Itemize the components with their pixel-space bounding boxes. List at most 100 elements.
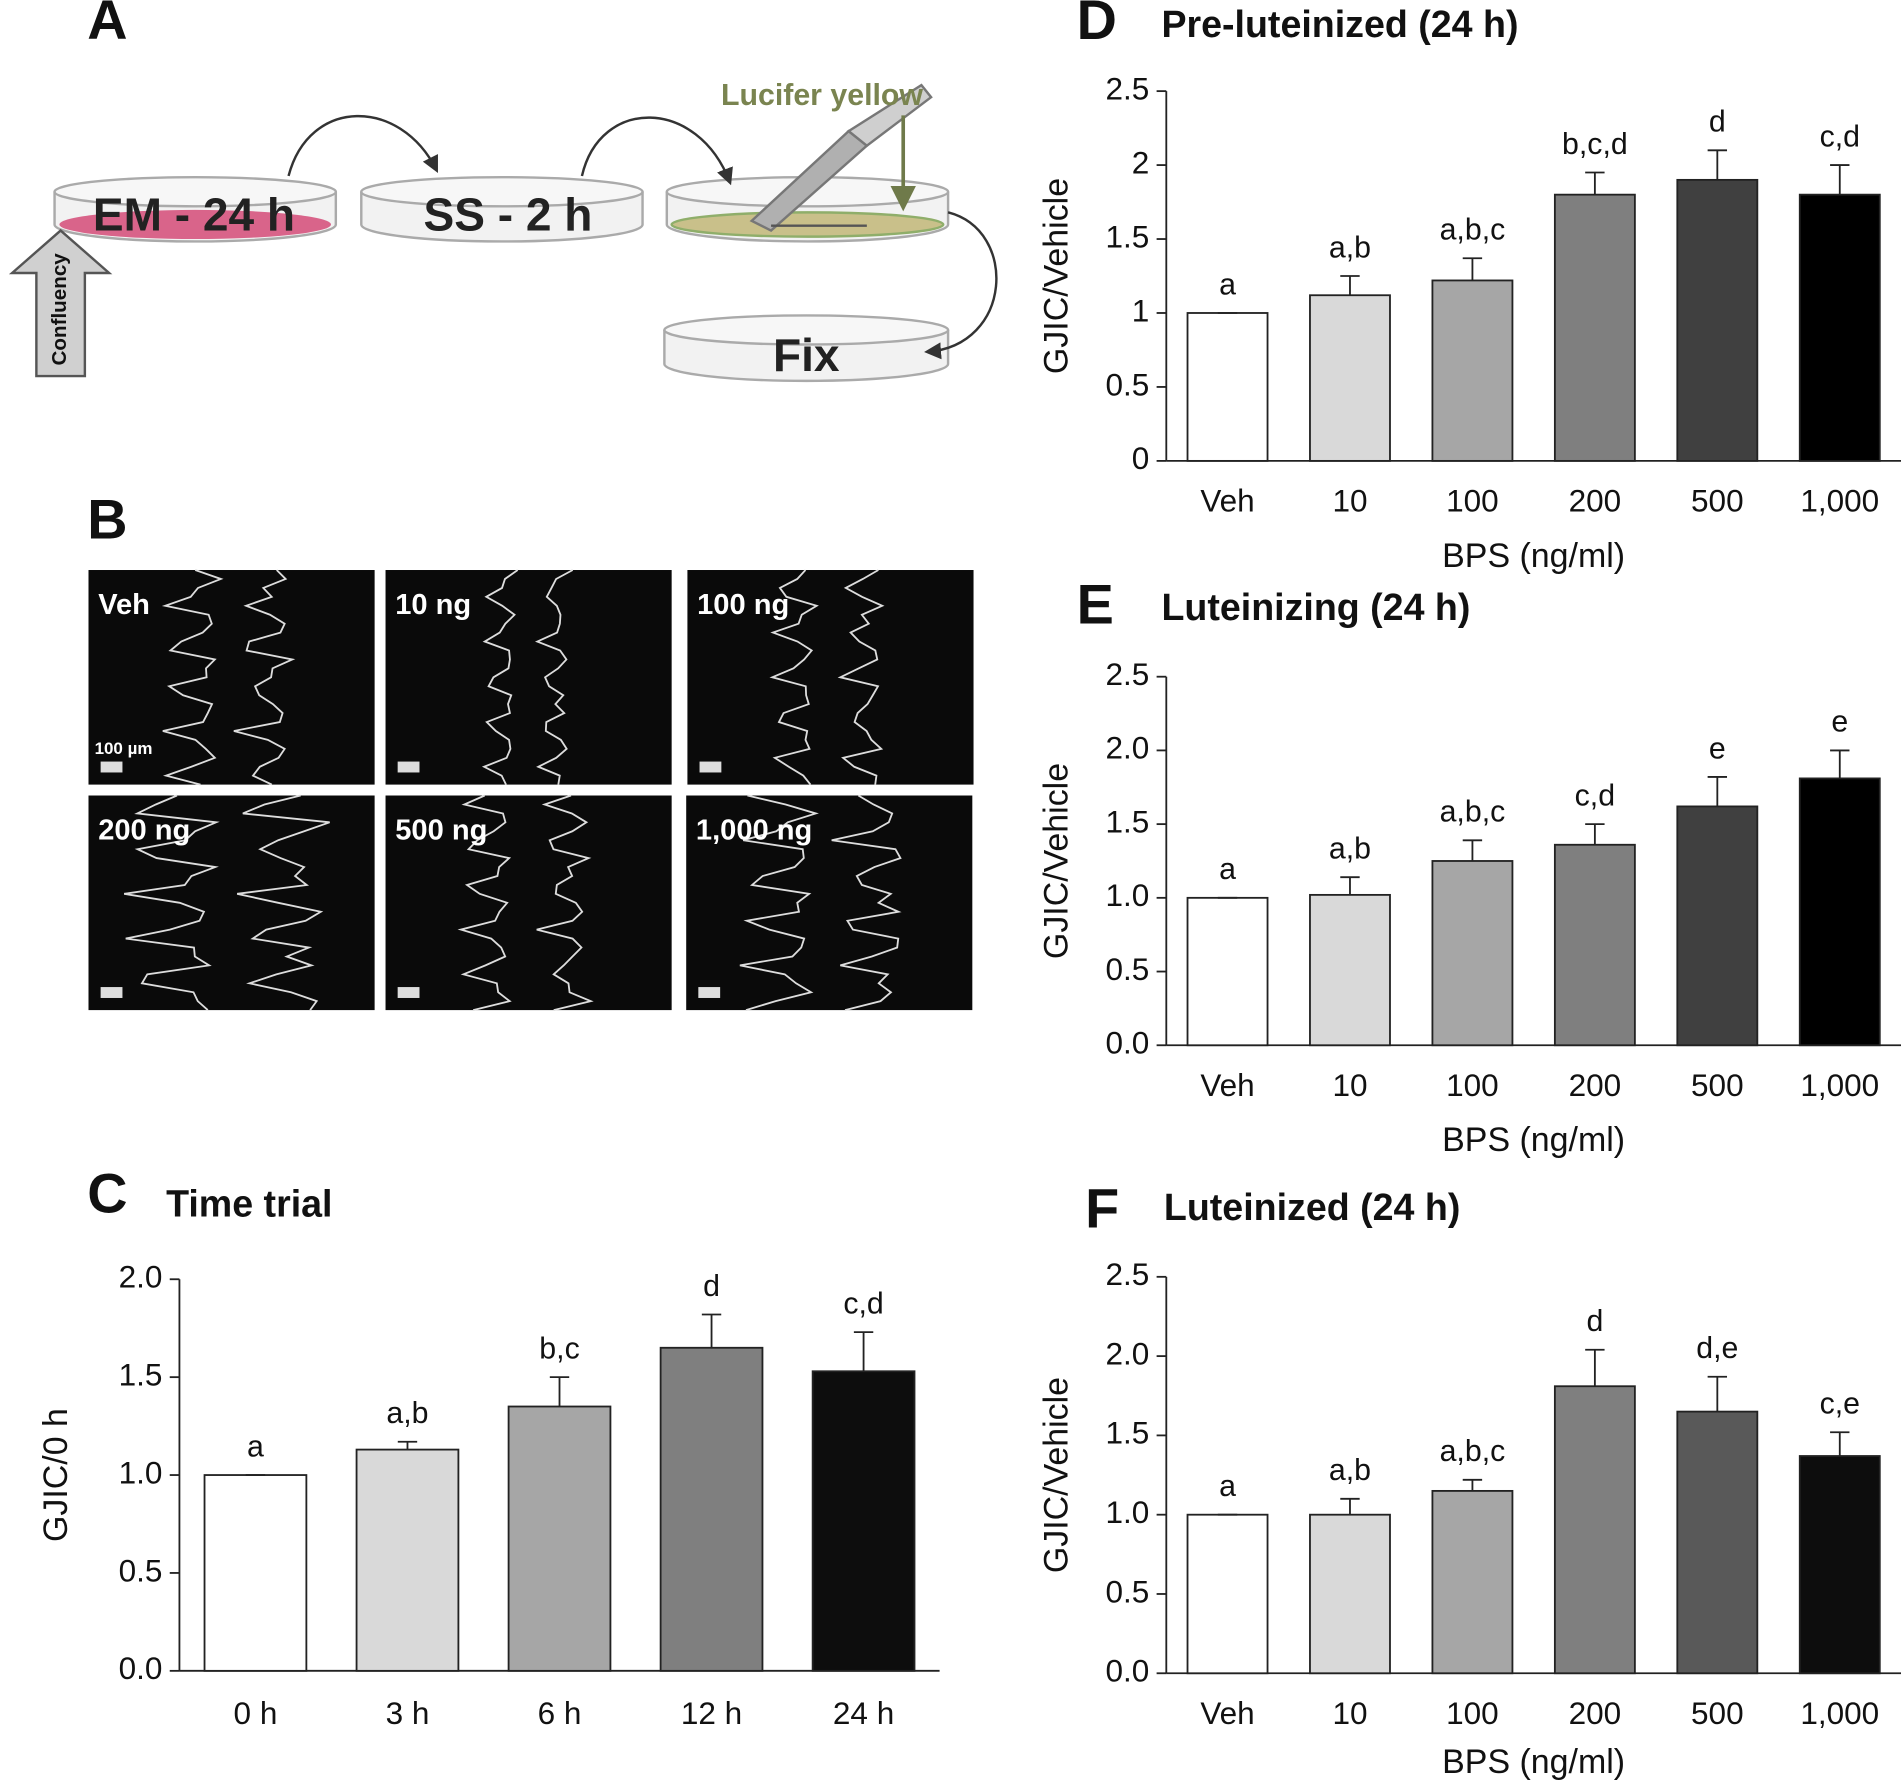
y-tick-label: 0.5 bbox=[1106, 1573, 1150, 1609]
scale-bar-label: 100 µm bbox=[95, 739, 153, 758]
bar bbox=[1309, 893, 1391, 1047]
significance-letter: c,d bbox=[1820, 120, 1860, 153]
x-axis-label: BPS (ng/ml) bbox=[1442, 1743, 1625, 1781]
y-tick-label: 0.5 bbox=[119, 1552, 163, 1588]
x-tick-label: 500 bbox=[1691, 1067, 1744, 1103]
y-tick-label: 2 bbox=[1132, 144, 1150, 180]
micrograph bbox=[385, 795, 672, 1011]
x-tick-label: 500 bbox=[1691, 483, 1744, 519]
y-tick-label: 1.0 bbox=[119, 1454, 163, 1490]
x-tick-label: 24 h bbox=[833, 1695, 894, 1731]
significance-letter: a,b,c bbox=[1440, 1435, 1506, 1468]
y-axis-label: GJIC/Vehicle bbox=[1037, 763, 1075, 959]
y-tick-label: 0 bbox=[1132, 440, 1150, 476]
y-tick-label: 1 bbox=[1132, 292, 1150, 328]
x-axis-label: BPS (ng/ml) bbox=[1442, 537, 1625, 575]
panel-label: F bbox=[1085, 1177, 1119, 1239]
significance-letter: c,d bbox=[1575, 779, 1615, 812]
y-tick-label: 2.5 bbox=[1106, 656, 1150, 692]
x-tick-label: 10 bbox=[1332, 1067, 1367, 1103]
y-tick-label: 2.5 bbox=[1106, 70, 1150, 106]
significance-letter: d bbox=[703, 1270, 720, 1303]
micrograph-label: 10 ng bbox=[395, 589, 471, 621]
error-bar bbox=[853, 1331, 874, 1372]
dish bbox=[663, 314, 950, 383]
x-tick-label: 1,000 bbox=[1800, 483, 1879, 519]
x-tick-label: 200 bbox=[1569, 483, 1622, 519]
micrographs: Veh 10 ng 100 ng 200 ng 500 ng 1,000 ng 100 µm bbox=[88, 569, 974, 1011]
x-tick-label: Veh bbox=[1200, 1067, 1254, 1103]
significance-letter: a bbox=[1219, 268, 1236, 301]
bar bbox=[1553, 1385, 1636, 1675]
significance-letter: e bbox=[1831, 706, 1848, 739]
panel-label: C bbox=[87, 1163, 127, 1225]
dish bbox=[53, 175, 338, 243]
panel-label: A bbox=[87, 0, 127, 51]
error-bar bbox=[1707, 1375, 1728, 1412]
bar bbox=[1309, 1513, 1391, 1675]
bar bbox=[355, 1448, 460, 1672]
error-bar bbox=[1585, 171, 1605, 195]
error-bar bbox=[549, 1376, 570, 1407]
scratch-edge bbox=[534, 569, 574, 785]
bar bbox=[507, 1405, 612, 1672]
bar bbox=[1676, 178, 1759, 462]
error-bar bbox=[1585, 1348, 1605, 1387]
scale-bar bbox=[699, 761, 722, 773]
scratch-edge bbox=[769, 569, 819, 786]
arrow bbox=[287, 114, 438, 177]
bar bbox=[1676, 805, 1759, 1047]
dye-label: Lucifer yellow bbox=[721, 79, 923, 112]
scratch-edge bbox=[739, 794, 819, 1011]
step-label: SS - 2 h bbox=[424, 189, 593, 241]
error-bar bbox=[1340, 275, 1360, 296]
x-tick-label: Veh bbox=[1200, 1695, 1254, 1731]
error-bar bbox=[1340, 1497, 1360, 1515]
error-bar bbox=[1707, 776, 1728, 807]
micrograph bbox=[687, 570, 974, 785]
significance-letter: c,d bbox=[843, 1287, 883, 1320]
x-tick-label: Veh bbox=[1200, 483, 1254, 519]
scalpel-handle bbox=[846, 83, 933, 148]
error-bar bbox=[1830, 749, 1850, 779]
chart-title: Time trial bbox=[166, 1182, 332, 1224]
micrograph-label: 500 ng bbox=[395, 815, 487, 847]
x-tick-label: 100 bbox=[1446, 1695, 1499, 1731]
bar bbox=[1798, 193, 1881, 462]
y-axis-label: GJIC/Vehicle bbox=[1037, 178, 1075, 374]
scratch-edge bbox=[161, 569, 224, 786]
y-tick-label: 0.0 bbox=[119, 1650, 163, 1686]
x-axis-label: BPS (ng/ml) bbox=[1442, 1121, 1625, 1159]
error-bar bbox=[1707, 149, 1728, 180]
x-tick-label: 500 bbox=[1691, 1695, 1744, 1731]
x-tick-label: 10 bbox=[1332, 483, 1367, 519]
micrograph-label: 100 ng bbox=[697, 589, 789, 621]
significance-letter: e bbox=[1709, 732, 1726, 765]
x-tick-label: 10 bbox=[1332, 1695, 1367, 1731]
y-tick-label: 0.0 bbox=[1106, 1025, 1150, 1061]
chart-title: Luteinized (24 h) bbox=[1164, 1186, 1460, 1228]
y-tick-label: 1.0 bbox=[1106, 877, 1150, 913]
bar bbox=[1186, 896, 1269, 1047]
error-bar bbox=[1340, 876, 1360, 895]
confluency-arrow bbox=[8, 228, 113, 378]
scratch-edge bbox=[831, 794, 902, 1011]
error-bar bbox=[1462, 257, 1483, 281]
micrograph-label: 1,000 ng bbox=[696, 815, 812, 847]
bar bbox=[1798, 1455, 1881, 1675]
scale-bar bbox=[698, 987, 721, 998]
scratch-edge bbox=[536, 794, 594, 1011]
bar bbox=[1431, 860, 1514, 1047]
bar bbox=[1186, 312, 1269, 462]
micrograph-label: 200 ng bbox=[98, 815, 190, 847]
significance-letter: a,b bbox=[1329, 833, 1371, 866]
bar bbox=[1798, 777, 1881, 1047]
y-tick-label: 2.0 bbox=[119, 1259, 163, 1295]
start-label: Confluency bbox=[48, 253, 71, 366]
scratch-edge bbox=[481, 569, 519, 785]
panel-label: E bbox=[1077, 574, 1114, 636]
diagram: EM - 24 h SS - 2 h Fix Lucifer yellow Co… bbox=[8, 79, 998, 383]
significance-letter: a,b,c bbox=[1440, 796, 1506, 829]
x-tick-label: 1,000 bbox=[1800, 1695, 1879, 1731]
